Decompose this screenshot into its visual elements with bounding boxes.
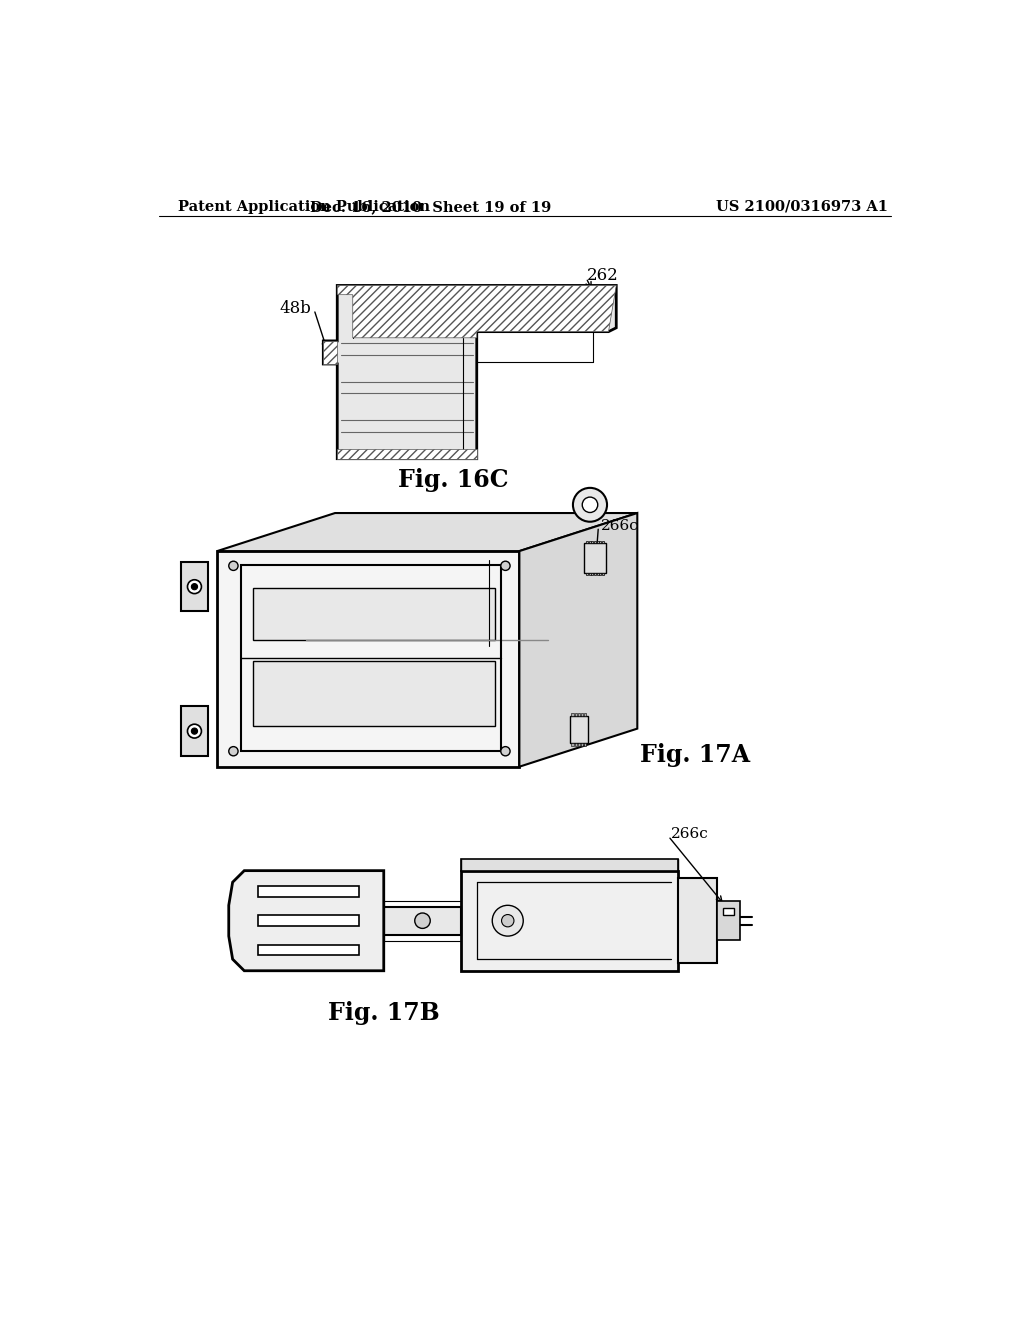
Bar	[592, 573, 593, 576]
Polygon shape	[324, 341, 337, 364]
Bar	[461, 859, 678, 871]
Bar	[258, 886, 359, 896]
Bar	[384, 907, 461, 935]
Circle shape	[502, 915, 514, 927]
Polygon shape	[181, 706, 208, 756]
Circle shape	[415, 913, 430, 928]
Bar	[578, 743, 580, 746]
Circle shape	[573, 488, 607, 521]
Polygon shape	[253, 661, 495, 726]
Text: Dec. 16, 2010  Sheet 19 of 19: Dec. 16, 2010 Sheet 19 of 19	[309, 199, 551, 214]
Polygon shape	[181, 562, 208, 611]
Bar	[585, 544, 606, 573]
Bar	[602, 573, 604, 576]
Bar	[717, 902, 740, 940]
Bar	[461, 871, 678, 970]
Polygon shape	[253, 587, 495, 640]
Text: Patent Application Publication: Patent Application Publication	[178, 199, 430, 214]
Circle shape	[191, 729, 198, 734]
Text: 266c: 266c	[601, 520, 639, 533]
Polygon shape	[337, 449, 477, 459]
Bar	[589, 573, 591, 576]
Circle shape	[191, 583, 198, 590]
Text: 48b: 48b	[280, 300, 311, 317]
Bar	[574, 743, 577, 746]
Polygon shape	[217, 552, 519, 767]
Polygon shape	[217, 513, 637, 552]
Bar	[581, 713, 583, 715]
Bar	[574, 713, 577, 715]
Bar	[581, 743, 583, 746]
Bar	[589, 541, 591, 544]
Bar	[578, 713, 580, 715]
Bar	[570, 715, 589, 743]
Circle shape	[501, 747, 510, 756]
Polygon shape	[337, 285, 616, 338]
Bar	[602, 541, 604, 544]
Bar	[599, 541, 601, 544]
Circle shape	[187, 579, 202, 594]
Bar	[597, 573, 599, 576]
Bar	[571, 713, 573, 715]
Bar	[584, 743, 586, 746]
Bar	[586, 541, 588, 544]
Polygon shape	[324, 285, 616, 459]
Text: Fig. 17A: Fig. 17A	[640, 743, 750, 767]
Circle shape	[501, 561, 510, 570]
Text: Fig. 16C: Fig. 16C	[398, 469, 509, 492]
Polygon shape	[519, 513, 637, 767]
Text: 266c: 266c	[671, 828, 709, 841]
Circle shape	[583, 498, 598, 512]
Bar	[258, 915, 359, 927]
Bar	[594, 541, 596, 544]
Bar	[592, 541, 593, 544]
Bar	[597, 541, 599, 544]
Bar	[678, 878, 717, 964]
Bar	[599, 573, 601, 576]
Bar	[586, 573, 588, 576]
Bar	[258, 945, 359, 956]
Text: 262: 262	[587, 267, 618, 284]
Text: Fig. 17B: Fig. 17B	[328, 1001, 439, 1026]
Bar	[584, 713, 586, 715]
Bar	[594, 573, 596, 576]
Bar	[723, 908, 734, 915]
Circle shape	[228, 561, 238, 570]
Circle shape	[187, 725, 202, 738]
Polygon shape	[228, 871, 384, 970]
Circle shape	[228, 747, 238, 756]
Text: US 2100/0316973 A1: US 2100/0316973 A1	[716, 199, 888, 214]
Bar	[571, 743, 573, 746]
Circle shape	[493, 906, 523, 936]
